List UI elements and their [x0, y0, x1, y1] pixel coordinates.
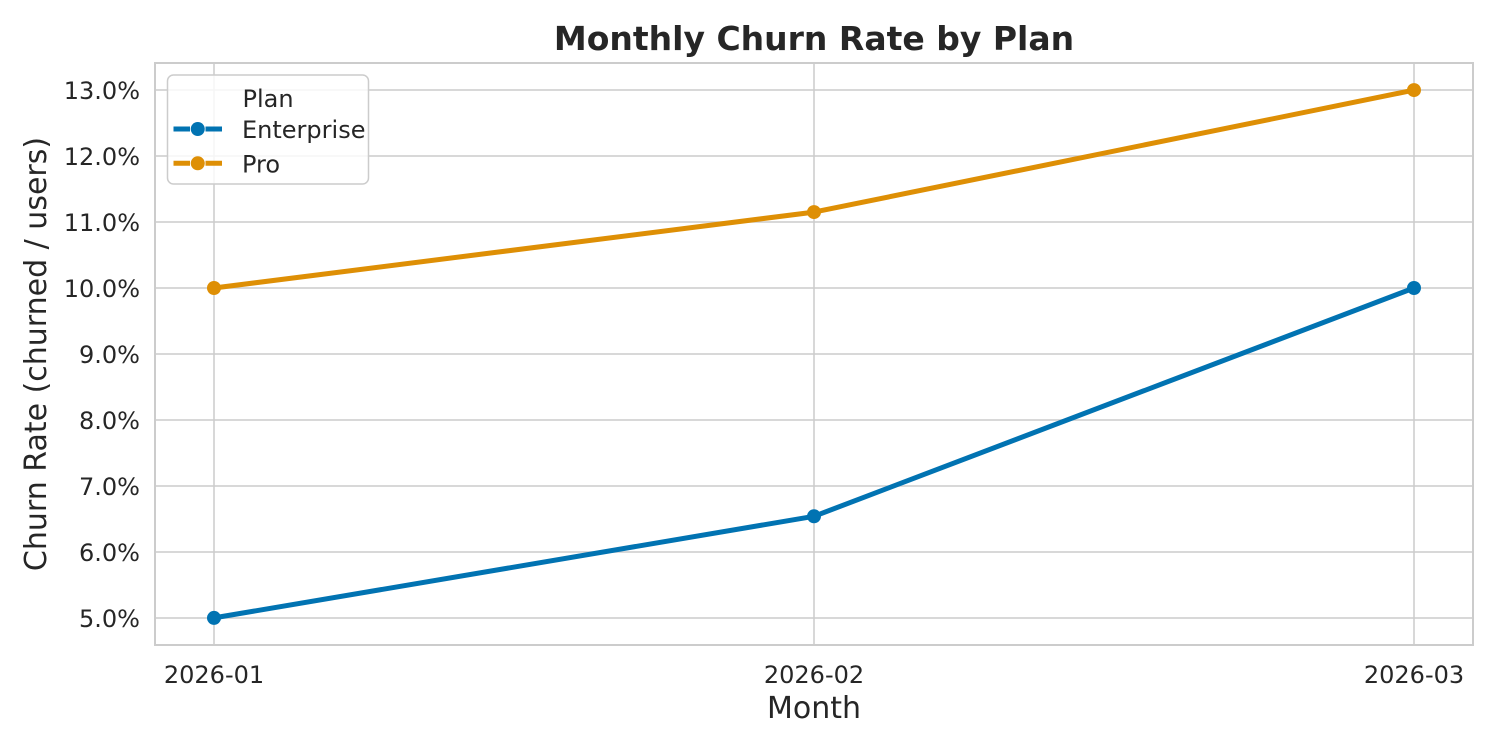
- legend-entries: Enterprise Pro: [173, 116, 365, 178]
- series-group: [207, 83, 1421, 625]
- data-point-pro: [207, 281, 221, 295]
- y-tick-label: 8.0%: [79, 407, 140, 435]
- legend-entry-label: Pro: [242, 150, 280, 178]
- legend-box: [166, 74, 370, 185]
- legend: Plan Enterprise Pro: [166, 74, 370, 185]
- gridlines: [155, 63, 1473, 645]
- y-tick-label: 12.0%: [64, 143, 140, 171]
- y-axis-label: Churn Rate (churned / users): [19, 137, 54, 571]
- x-tick-label: 2026-01: [164, 661, 264, 689]
- y-tick-label: 7.0%: [79, 473, 140, 501]
- legend-swatch-marker: [190, 122, 205, 136]
- data-point-pro: [807, 205, 821, 220]
- legend-entry-label: Enterprise: [242, 116, 365, 144]
- plot-border: [154, 62, 1474, 646]
- data-point-enterprise: [807, 509, 821, 524]
- data-point-enterprise: [1407, 281, 1421, 295]
- y-tick-labels: 5.0% 6.0% 7.0% 8.0% 9.0% 10.0% 11.0% 12.0% 13.0%: [64, 77, 140, 633]
- x-tick-label: 2026-03: [1364, 661, 1464, 689]
- legend-swatch-marker: [190, 156, 205, 171]
- data-point-enterprise: [207, 610, 221, 625]
- y-tick-label: 5.0%: [79, 605, 140, 633]
- y-tick-label: 10.0%: [64, 275, 140, 303]
- legend-title: Plan: [242, 85, 293, 113]
- x-axis-label: Month: [767, 691, 861, 726]
- y-tick-label: 11.0%: [64, 209, 140, 237]
- y-tick-label: 13.0%: [64, 77, 140, 105]
- y-tick-label: 6.0%: [79, 539, 140, 567]
- x-tick-labels: 2026-01 2026-02 2026-03: [164, 661, 1464, 689]
- y-tick-label: 9.0%: [79, 341, 140, 369]
- data-point-pro: [1407, 83, 1421, 98]
- x-tick-label: 2026-02: [764, 661, 864, 689]
- chart-title: Monthly Churn Rate by Plan: [554, 19, 1074, 58]
